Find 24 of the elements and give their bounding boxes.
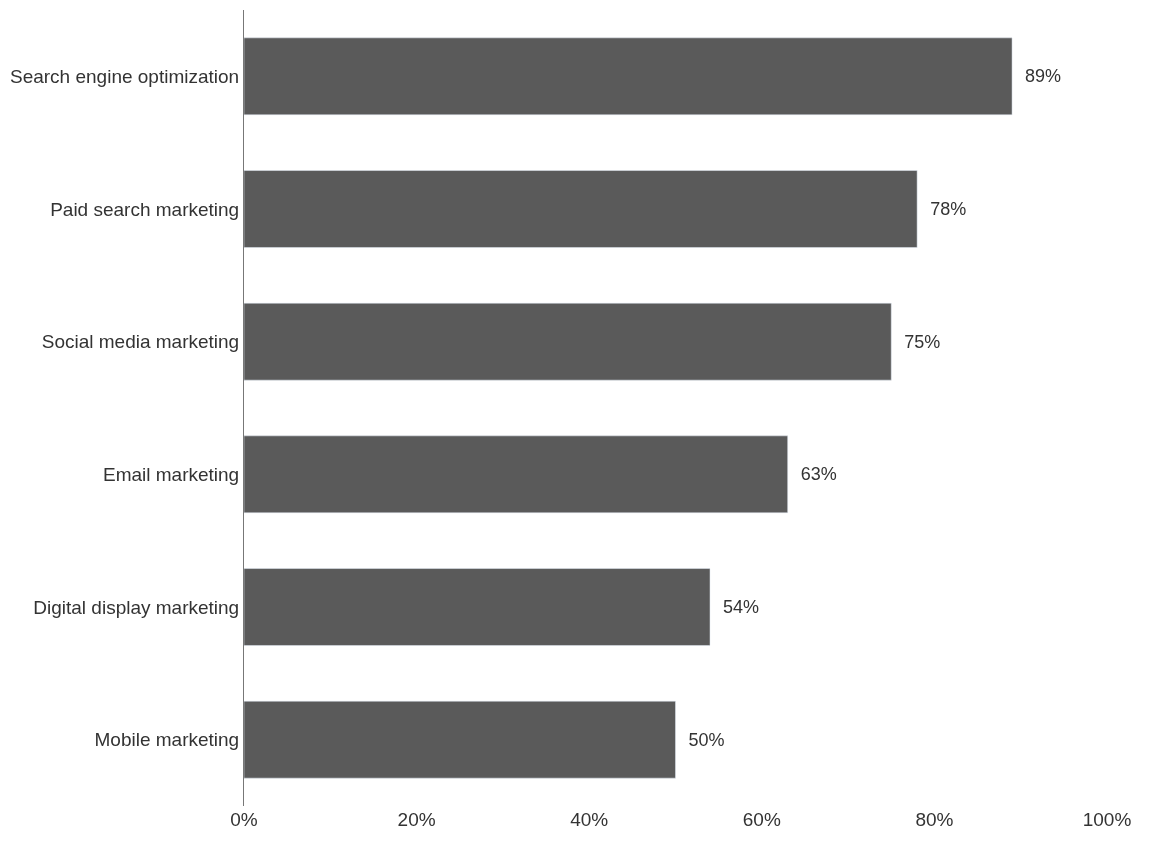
data-label: 63% — [790, 464, 837, 485]
data-label: 78% — [920, 199, 967, 219]
x-tick-label: 60% — [742, 809, 781, 830]
x-tick-label: 20% — [397, 809, 436, 830]
bar — [244, 302, 892, 381]
bar — [244, 435, 788, 514]
y-tick-label: Paid search marketing — [50, 198, 240, 220]
data-label: 75% — [894, 331, 941, 352]
data-label: 89% — [1015, 66, 1062, 87]
data-label: 54% — [713, 597, 760, 617]
y-tick-label: Social media marketing — [41, 331, 240, 353]
y-tick-label: Digital display marketing — [33, 596, 240, 618]
bar — [244, 170, 918, 248]
bar — [244, 568, 711, 646]
x-tick-label: 100% — [1082, 809, 1132, 830]
y-tick-label: Email marketing — [102, 463, 240, 485]
y-tick-label: Search engine optimization — [10, 65, 240, 87]
y-tick-label: Mobile marketing — [94, 729, 240, 751]
x-tick-label: 0% — [230, 809, 258, 830]
x-tick-label: 40% — [570, 809, 609, 830]
bar — [244, 37, 1013, 116]
bar — [244, 700, 676, 779]
x-tick-label: 80% — [915, 809, 954, 830]
data-label: 50% — [678, 729, 725, 750]
